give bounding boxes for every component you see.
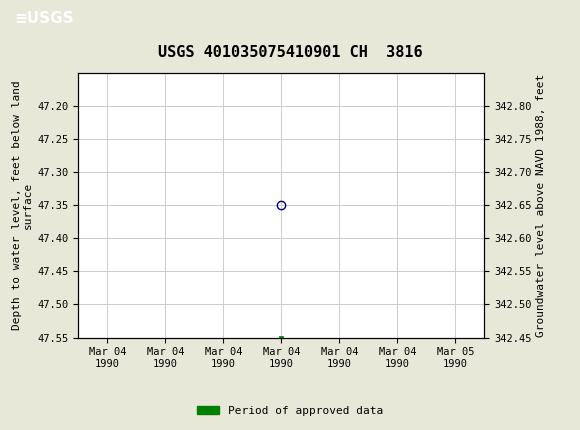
Legend: Period of approved data: Period of approved data xyxy=(193,401,387,420)
Y-axis label: Depth to water level, feet below land
surface: Depth to water level, feet below land su… xyxy=(12,80,33,330)
Y-axis label: Groundwater level above NAVD 1988, feet: Groundwater level above NAVD 1988, feet xyxy=(536,74,546,337)
Text: USGS 401035075410901 CH  3816: USGS 401035075410901 CH 3816 xyxy=(158,45,422,60)
Text: ≡USGS: ≡USGS xyxy=(14,11,74,26)
